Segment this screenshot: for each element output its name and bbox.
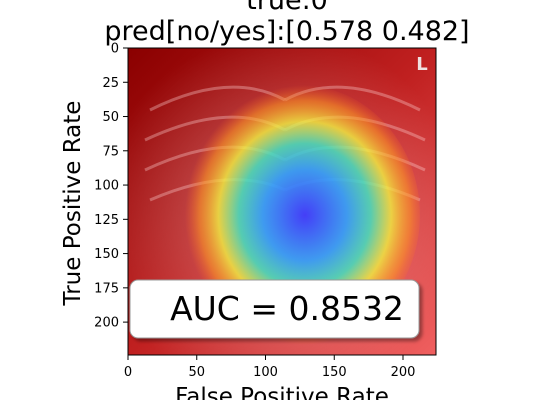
plot-frame bbox=[127, 47, 437, 356]
y-tick-label: 125 bbox=[94, 213, 119, 228]
corner-marker: L bbox=[416, 54, 427, 75]
y-tick-label: 0 bbox=[111, 42, 119, 57]
chart-title-line-2: pred[no/yes]:[0.578 0.482] bbox=[104, 16, 469, 47]
x-axis-ticks: 0 50 100 150 200 bbox=[124, 355, 416, 380]
y-tick-label: 50 bbox=[102, 110, 119, 125]
x-axis-label: False Positive Rate bbox=[175, 384, 389, 400]
x-tick-label: 200 bbox=[391, 365, 416, 380]
x-tick-label: 50 bbox=[188, 365, 205, 380]
auc-annotation-text: AUC = 0.8532 bbox=[170, 289, 404, 328]
y-tick-label: 200 bbox=[94, 316, 119, 331]
x-tick-label: 150 bbox=[322, 365, 347, 380]
heatmap-image: L bbox=[128, 48, 436, 355]
y-tick-label: 75 bbox=[102, 144, 119, 159]
x-tick-label: 100 bbox=[253, 365, 278, 380]
y-tick-label: 175 bbox=[94, 281, 119, 296]
y-axis-label: True Positive Rate bbox=[60, 101, 86, 307]
auc-annotation-box: AUC = 0.8532 bbox=[129, 279, 420, 339]
y-tick-label: 100 bbox=[94, 179, 119, 194]
y-tick-label: 25 bbox=[102, 76, 119, 91]
y-axis-ticks: 0 25 50 75 100 125 150 175 200 bbox=[94, 42, 128, 331]
y-tick-label: 150 bbox=[94, 247, 119, 262]
chart-title-line-1: true:0 bbox=[246, 0, 328, 16]
auc-box-background bbox=[129, 279, 420, 339]
x-tick-label: 0 bbox=[124, 365, 132, 380]
